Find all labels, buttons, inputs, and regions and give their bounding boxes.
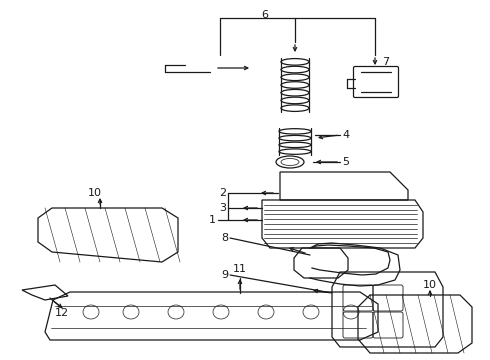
Text: 4: 4 [342,130,349,140]
Text: 11: 11 [233,264,247,274]
Text: 10: 10 [88,188,102,198]
Text: 2: 2 [219,188,226,198]
Text: 6: 6 [262,10,269,20]
Text: 9: 9 [221,270,228,280]
Text: 3: 3 [219,203,226,213]
Text: 7: 7 [382,57,389,67]
Text: 8: 8 [221,233,228,243]
Text: 1: 1 [209,215,216,225]
Text: 12: 12 [55,308,69,318]
Text: 10: 10 [423,280,437,290]
Text: 5: 5 [342,157,349,167]
